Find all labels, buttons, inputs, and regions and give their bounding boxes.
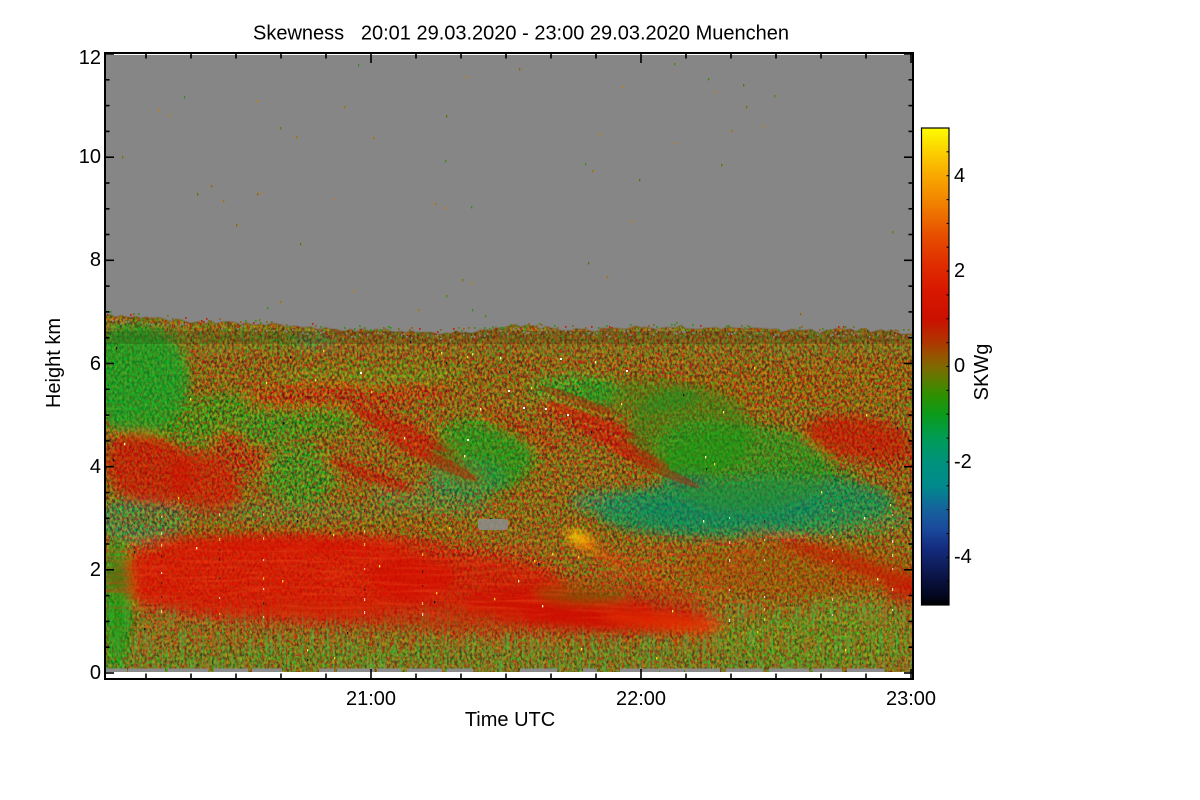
svg-text:-2: -2 bbox=[954, 451, 972, 473]
svg-text:8: 8 bbox=[90, 249, 101, 271]
svg-text:SKWg: SKWg bbox=[971, 344, 993, 401]
svg-text:Skewness 20:01 29.03.2020 -: Skewness 20:01 29.03.2020 - 23:00 29.03.… bbox=[253, 23, 789, 45]
svg-text:2: 2 bbox=[90, 559, 101, 581]
svg-text:0: 0 bbox=[90, 662, 101, 684]
svg-text:-4: -4 bbox=[954, 546, 972, 568]
svg-text:23:00: 23:00 bbox=[886, 688, 936, 710]
svg-text:4: 4 bbox=[90, 456, 101, 478]
svg-text:4: 4 bbox=[954, 165, 965, 187]
svg-text:2: 2 bbox=[954, 260, 965, 282]
svg-text:22:00: 22:00 bbox=[616, 688, 666, 710]
svg-text:Height km: Height km bbox=[43, 318, 65, 408]
svg-text:Time UTC: Time UTC bbox=[465, 709, 555, 731]
svg-text:6: 6 bbox=[90, 353, 101, 375]
svg-text:10: 10 bbox=[79, 146, 101, 168]
svg-text:0: 0 bbox=[954, 355, 965, 377]
svg-text:12: 12 bbox=[79, 47, 101, 69]
svg-text:21:00: 21:00 bbox=[346, 688, 396, 710]
